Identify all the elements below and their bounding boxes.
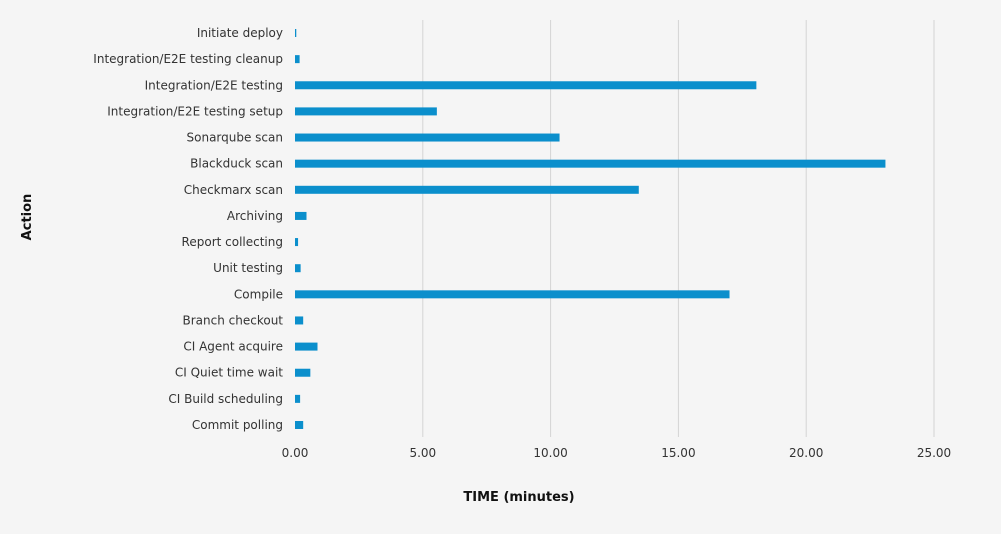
bar xyxy=(295,29,297,37)
category-label: Integration/E2E testing xyxy=(145,78,283,92)
category-labels: Initiate deploy Integration/E2E testing c… xyxy=(93,26,283,432)
category-label: Initiate deploy xyxy=(197,26,283,40)
category-label: CI Quiet time wait xyxy=(175,366,283,380)
bar xyxy=(295,316,304,325)
x-tick-label: 25.00 xyxy=(917,446,951,460)
category-label: Unit testing xyxy=(213,261,283,275)
x-tick-label: 5.00 xyxy=(409,446,436,460)
bar xyxy=(295,107,437,116)
bar xyxy=(295,81,757,90)
category-label: Integration/E2E testing cleanup xyxy=(93,52,283,66)
category-label: Compile xyxy=(234,287,283,301)
bar xyxy=(295,264,301,273)
x-tick-label: 20.00 xyxy=(789,446,823,460)
bar xyxy=(295,420,304,429)
category-label: CI Build scheduling xyxy=(168,392,283,406)
x-tick-label: 10.00 xyxy=(533,446,567,460)
bar xyxy=(295,133,560,142)
bar xyxy=(295,185,639,194)
bar xyxy=(295,159,886,168)
bar xyxy=(295,394,301,403)
bar xyxy=(295,342,318,351)
x-tick-label: 0.00 xyxy=(282,446,309,460)
x-tick-labels: 0.00 5.00 10.00 15.00 20.00 25.00 xyxy=(282,446,952,460)
category-label: Report collecting xyxy=(182,235,283,249)
bars xyxy=(295,29,886,429)
category-label: Commit polling xyxy=(192,418,283,432)
y-axis-title: Action xyxy=(20,194,35,241)
bar xyxy=(295,368,311,377)
gridlines xyxy=(422,20,935,437)
category-label: Checkmarx scan xyxy=(184,183,283,197)
category-label: Archiving xyxy=(227,209,283,223)
category-label: Branch checkout xyxy=(183,313,284,327)
x-tick-label: 15.00 xyxy=(661,446,695,460)
category-label: Sonarqube scan xyxy=(187,131,284,145)
category-label: Blackduck scan xyxy=(190,157,283,171)
bar xyxy=(295,290,730,299)
category-label: CI Agent acquire xyxy=(183,340,283,354)
x-axis-title: TIME (minutes) xyxy=(463,490,574,505)
category-label: Integration/E2E testing setup xyxy=(107,104,283,118)
bar xyxy=(295,238,299,247)
bar xyxy=(295,55,300,64)
bar xyxy=(295,211,307,220)
